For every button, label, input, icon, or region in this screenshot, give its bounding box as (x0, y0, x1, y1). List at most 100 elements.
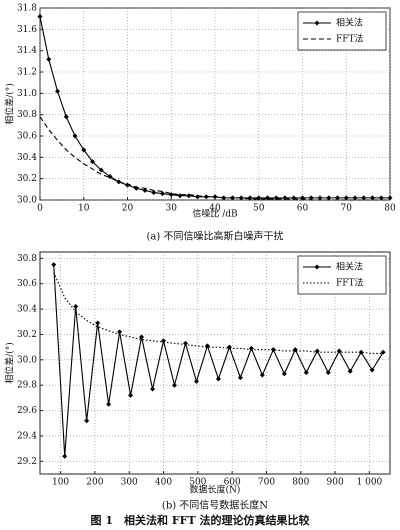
marker (259, 372, 265, 378)
x-tick-label: 1 000 (357, 478, 383, 488)
marker (317, 195, 323, 201)
marker (172, 382, 178, 388)
marker (72, 133, 78, 139)
series-line (39, 116, 390, 201)
y-tick-label: 29.6 (17, 406, 37, 416)
marker (358, 349, 364, 355)
x-tick-label: 30 (166, 204, 178, 214)
y-tick-label: 30.0 (17, 355, 37, 365)
marker (215, 376, 221, 382)
marker (326, 195, 332, 201)
marker (81, 147, 87, 153)
legend (297, 255, 387, 295)
x-tick-label: 70 (341, 204, 353, 214)
y-tick-label: 29.2 (17, 457, 37, 467)
x-tick-label: 900 (327, 478, 344, 488)
marker (160, 191, 165, 197)
marker (98, 167, 104, 173)
marker (335, 195, 340, 201)
y-tick-label: 29.4 (17, 431, 37, 441)
marker (125, 182, 130, 188)
marker (62, 453, 68, 459)
marker (37, 14, 43, 20)
y-tick-label: 30.4 (17, 153, 37, 163)
y-tick-label: 30.8 (17, 110, 37, 120)
marker (73, 304, 79, 310)
marker (314, 348, 320, 354)
legend (297, 11, 387, 51)
x-tick-label: 400 (155, 478, 172, 488)
y-tick-label: 30.6 (17, 279, 37, 289)
y-tick-label: 30.2 (17, 174, 37, 184)
x-tick-label: 20 (122, 204, 134, 214)
marker (325, 370, 331, 376)
y-tick-label: 30.8 (17, 254, 37, 264)
x-tick-label: 500 (189, 478, 206, 488)
marker (265, 195, 270, 201)
marker (139, 334, 145, 340)
chart-caption: (a) 不同信噪比高斯白噪声干扰 (147, 230, 284, 243)
marker (142, 187, 148, 193)
y-tick-label: 31.8 (17, 4, 37, 14)
legend-marker (314, 264, 320, 270)
legend-label: FFT法 (336, 277, 364, 289)
legend-label: 相关法 (336, 261, 363, 273)
y-axis-label: 相位差/(°) (4, 342, 16, 384)
x-tick-label: 10 (78, 204, 90, 214)
marker (378, 195, 384, 201)
marker (51, 262, 57, 268)
marker (248, 345, 254, 351)
marker (281, 371, 287, 377)
marker (107, 174, 113, 180)
marker (95, 320, 101, 326)
marker (347, 368, 353, 374)
marker (63, 114, 69, 120)
marker (343, 195, 349, 201)
y-axis-label: 相位差/(°) (4, 83, 16, 125)
marker (150, 386, 156, 392)
x-tick-label: 800 (292, 478, 309, 488)
x-tick-label: 100 (52, 478, 69, 488)
marker (308, 195, 314, 201)
marker (270, 347, 276, 353)
marker (182, 340, 188, 346)
marker (361, 195, 367, 201)
chart-caption: (b) 不同信号数据长度N (162, 499, 268, 512)
marker (193, 378, 199, 384)
x-tick-label: 60 (297, 204, 309, 214)
y-tick-label: 30.2 (17, 330, 37, 340)
x-tick-label: 700 (258, 478, 275, 488)
marker (380, 349, 386, 355)
x-axis-label: 信噪比 /dB (192, 208, 238, 220)
x-tick-label: 80 (384, 204, 396, 214)
y-tick-label: 31.6 (17, 25, 37, 35)
x-tick-label: 300 (121, 478, 138, 488)
x-tick-label: 600 (224, 478, 241, 488)
x-tick-label: 0 (37, 204, 43, 214)
legend-marker (314, 20, 320, 26)
marker (90, 159, 95, 165)
series-line (53, 272, 384, 355)
x-axis-label: 数据长度(N) (190, 484, 241, 496)
x-tick-label: 40 (209, 204, 221, 214)
x-tick-label: 200 (86, 478, 103, 488)
y-tick-label: 31.4 (17, 46, 37, 56)
marker (303, 370, 309, 376)
marker (117, 329, 123, 335)
legend-label: 相关法 (336, 17, 363, 29)
y-tick-label: 31.2 (17, 68, 37, 78)
marker (352, 195, 358, 201)
marker (55, 88, 60, 94)
marker (151, 190, 157, 196)
y-tick-label: 30.6 (17, 132, 37, 142)
y-tick-label: 30.0 (17, 196, 37, 206)
legend-label: FFT法 (336, 33, 364, 45)
marker (84, 418, 90, 424)
marker (128, 392, 134, 398)
marker (370, 195, 375, 201)
marker (387, 195, 393, 201)
figure-caption: 图 1 相关法和 FFT 法的理论仿真结果比较 (91, 513, 310, 527)
y-tick-label: 31.0 (17, 89, 37, 99)
x-tick-label: 50 (253, 204, 265, 214)
